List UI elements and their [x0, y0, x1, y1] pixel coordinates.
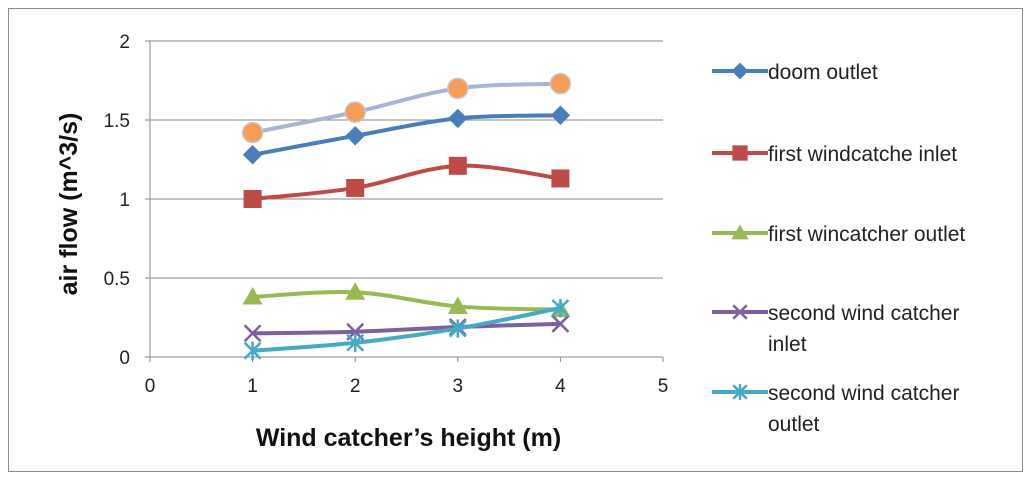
- data-point: [345, 282, 366, 300]
- legend-item: first wincatcher outlet: [712, 223, 965, 246]
- data-point: [549, 72, 572, 95]
- legend-label: inlet: [768, 333, 807, 356]
- series-line: [250, 306, 563, 353]
- legend-label: second wind catcher: [768, 302, 959, 325]
- data-point: [344, 101, 366, 123]
- legend-marker: [732, 304, 748, 320]
- legend-marker: [732, 384, 748, 400]
- legend-item: first windcatche inlet: [712, 143, 957, 166]
- data-point: [551, 298, 570, 318]
- x-tick-label: 3: [453, 376, 464, 397]
- series-line: [250, 163, 563, 201]
- series-2: [242, 282, 571, 318]
- series-line: [250, 113, 563, 157]
- legend-marker: [732, 145, 748, 161]
- data-point: [346, 178, 365, 197]
- data-point: [242, 145, 263, 165]
- series-4: [243, 298, 570, 360]
- y-tick-label: 1: [119, 190, 130, 211]
- data-point: [241, 121, 264, 144]
- unlabeled-series-0: [241, 72, 572, 144]
- data-point: [551, 314, 570, 333]
- legend-marker: [731, 224, 749, 240]
- x-tick-label: 1: [247, 376, 258, 397]
- data-point: [447, 296, 468, 314]
- x-tick-label: 0: [145, 376, 156, 397]
- series-1: [243, 156, 570, 208]
- x-tick-label: 5: [658, 376, 669, 397]
- x-axis-title: Wind catcher’s height (m): [256, 424, 561, 452]
- y-tick-label: 2: [119, 32, 130, 53]
- y-axis-title: air flow (m^3/s): [55, 113, 83, 296]
- data-point: [346, 333, 365, 352]
- legend-label: second wind catcher: [768, 382, 959, 405]
- legend-marker: [731, 62, 749, 80]
- legend-label: doom outlet: [768, 61, 878, 84]
- legend-item: second wind catcher outlet: [712, 382, 959, 436]
- y-tick-label: 0: [119, 348, 130, 369]
- legend-label: outlet: [768, 413, 820, 436]
- series-line: [250, 289, 563, 312]
- x-tick-label: 4: [555, 376, 566, 397]
- x-tick-label: 2: [350, 376, 361, 397]
- series-0: [242, 105, 571, 165]
- y-tick-label: 1.5: [104, 111, 130, 132]
- legend-item: second wind catcher inlet: [712, 302, 959, 356]
- data-point: [242, 286, 263, 305]
- data-point: [448, 319, 467, 338]
- data-point: [551, 169, 570, 188]
- data-point: [448, 156, 467, 175]
- data-point: [345, 126, 365, 146]
- series-line: [250, 321, 563, 336]
- data-point: [448, 108, 468, 129]
- data-point: [447, 77, 469, 100]
- legend-label: first wincatcher outlet: [768, 223, 965, 246]
- data-point: [550, 105, 571, 125]
- legend-label: first windcatche inlet: [768, 143, 957, 166]
- data-point: [243, 324, 262, 343]
- data-point: [243, 341, 262, 360]
- data-point: [243, 190, 262, 208]
- y-tick-label: 0.5: [104, 269, 130, 290]
- series-line: [250, 81, 563, 135]
- legend-item: doom outlet: [712, 61, 878, 84]
